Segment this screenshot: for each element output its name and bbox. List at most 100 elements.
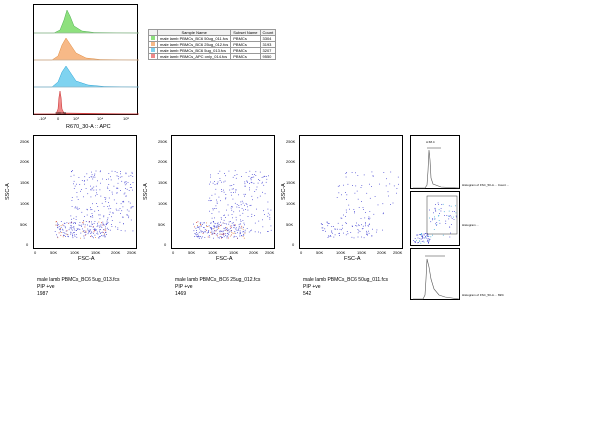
event-dot: [231, 234, 232, 236]
event-dot: [225, 198, 226, 200]
event-dot: [330, 235, 331, 236]
event-dot: [251, 216, 253, 217]
event-dot: [219, 170, 221, 172]
event-dot: [125, 195, 127, 197]
event-dot: [105, 201, 107, 203]
event-dot: [91, 232, 93, 234]
event-dot: [240, 232, 241, 234]
event-dot: [244, 204, 245, 206]
event-dot: [251, 174, 253, 175]
event-dot: [91, 189, 93, 191]
event-dot: [449, 226, 451, 228]
event-dot: [234, 231, 236, 232]
event-dot: [72, 170, 73, 171]
event-dot: [390, 171, 392, 173]
legend-row[interactable]: male lamb PBMCs_BC6 50ug_011.fcs PBMCs 3…: [148, 35, 277, 42]
event-dot: [207, 236, 209, 238]
mini-histogram-bottom-curve: [413, 255, 460, 300]
event-dot: [131, 206, 133, 208]
event-dot: [199, 226, 201, 228]
event-dot: [111, 220, 113, 221]
event-dot: [119, 208, 121, 209]
event-dot: [432, 219, 433, 221]
event-dot: [258, 220, 260, 222]
event-dot: [249, 205, 251, 206]
event-dot: [450, 216, 452, 218]
event-dot: [350, 232, 352, 233]
event-dot: [354, 211, 355, 212]
event-dot: [196, 234, 198, 235]
event-dot: [97, 224, 98, 226]
event-dot: [93, 189, 95, 191]
event-dot: [328, 223, 330, 224]
event-dot: [441, 204, 443, 205]
event-dot: [121, 210, 123, 212]
event-dot: [103, 224, 104, 226]
event-dot: [242, 220, 244, 221]
event-dot: [91, 235, 92, 237]
event-dot: [94, 228, 96, 230]
event-dot: [132, 182, 134, 183]
mini-histogram-top[interactable]: A 68.4: [410, 135, 460, 189]
event-dot: [417, 234, 419, 236]
event-dot: [200, 231, 202, 233]
event-dot: [220, 230, 222, 232]
legend-sample: male lamb PBMCs_BC6 50ug_011.fcs: [156, 35, 232, 42]
event-dot: [241, 225, 243, 227]
event-dot: [238, 224, 240, 226]
mini-histogram-bottom[interactable]: [410, 248, 460, 300]
event-dot: [340, 217, 342, 219]
event-dot: [116, 175, 118, 177]
event-dot: [94, 221, 96, 222]
event-dot: [256, 208, 257, 210]
event-dot: [78, 224, 80, 226]
event-dot: [227, 235, 229, 237]
event-dot: [77, 229, 79, 230]
event-dot: [206, 222, 207, 224]
event-dot: [200, 224, 201, 225]
event-dot: [123, 193, 125, 195]
scatter-3-yticks: 250K 200K 150K 100K 50K 0: [286, 135, 298, 249]
event-dot: [106, 224, 107, 225]
event-dot: [389, 183, 391, 185]
event-dot: [202, 222, 204, 224]
event-dot: [69, 227, 71, 229]
event-dot: [55, 221, 57, 223]
event-dot: [73, 180, 75, 182]
event-dot: [105, 230, 107, 232]
event-dot: [209, 183, 210, 185]
event-dot: [208, 225, 210, 227]
y-tick: 0: [164, 242, 167, 247]
event-dot: [339, 232, 340, 234]
event-dot: [455, 205, 456, 207]
caption-sample: male lamb PBMCs_BC6 5ug_013.fcs: [37, 277, 120, 283]
event-dot: [442, 234, 444, 236]
event-dot: [454, 211, 455, 212]
event-dot: [83, 221, 84, 223]
event-dot: [85, 221, 87, 222]
event-dot: [262, 181, 263, 183]
event-dot: [356, 222, 357, 224]
legend-row[interactable]: male lamb PBMCs_BC6 5ug_013.fcs PBMCs 32…: [148, 47, 277, 54]
event-dot: [346, 172, 347, 173]
event-dot: [228, 170, 230, 172]
event-dot: [231, 232, 233, 233]
event-dot: [229, 235, 231, 237]
event-dot: [269, 217, 271, 219]
event-dot: [443, 211, 445, 213]
event-dot: [100, 224, 102, 226]
event-dot: [102, 224, 104, 226]
event-dot: [196, 222, 197, 223]
event-dot: [83, 220, 84, 221]
event-dot: [116, 209, 118, 211]
event-dot: [73, 227, 75, 229]
event-dot: [225, 175, 226, 177]
mini-scatter-middle[interactable]: [410, 191, 460, 246]
event-dot: [264, 193, 266, 195]
scatter-dots: [54, 170, 134, 239]
event-dot: [99, 214, 101, 216]
event-dot: [203, 231, 205, 233]
event-dot: [440, 208, 442, 209]
scatter-plot-2: [171, 135, 275, 249]
legend-row[interactable]: male lamb PBMCs_APC only_014.fcs PBMCs 9…: [148, 53, 277, 60]
